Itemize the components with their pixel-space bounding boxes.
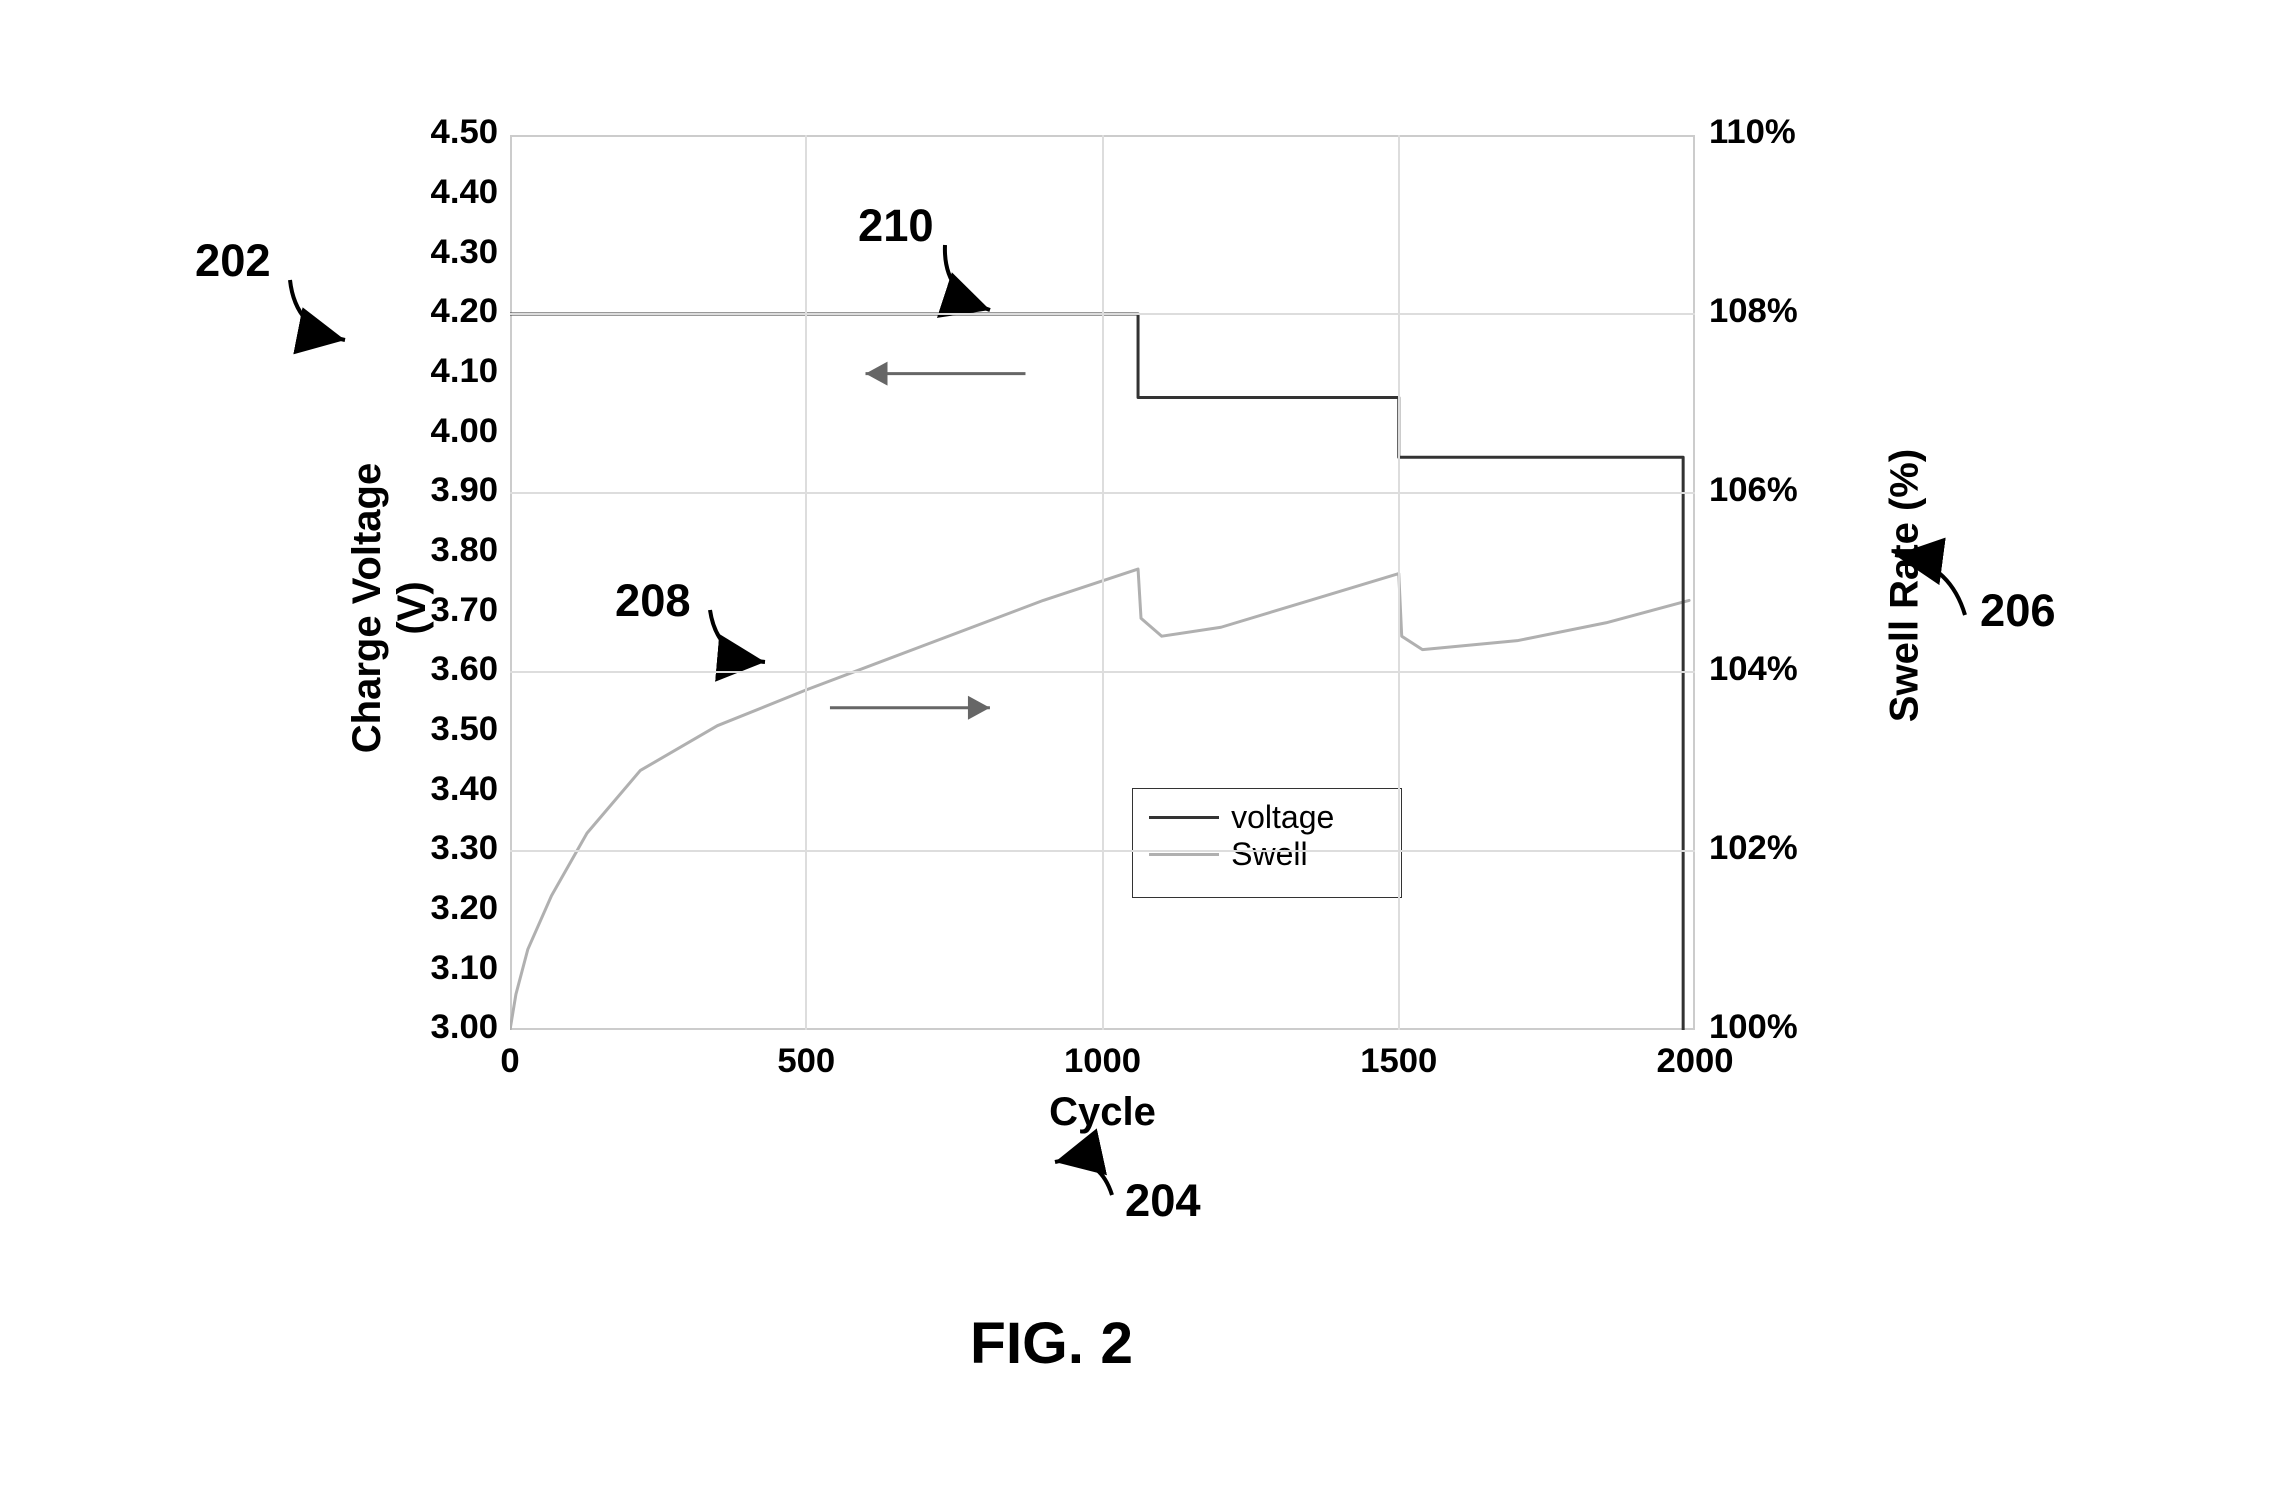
y1-tick-label: 4.50 (431, 113, 498, 152)
reference-label-210: 210 (858, 200, 934, 252)
y1-tick-label: 4.40 (431, 173, 498, 212)
y2-tick-label: 102% (1709, 829, 1798, 868)
x-tick-label: 500 (756, 1042, 856, 1081)
x-tick-label: 1000 (1053, 1042, 1153, 1081)
x-tick-label: 0 (460, 1042, 560, 1081)
y2-tick-label: 104% (1709, 650, 1798, 689)
figure-caption: FIG. 2 (970, 1310, 1133, 1377)
legend-item-voltage: voltage (1149, 799, 1385, 836)
y1-tick-label: 3.30 (431, 829, 498, 868)
y2-tick-label: 110% (1709, 113, 1796, 152)
x-tick-label: 2000 (1645, 1042, 1745, 1081)
y1-tick-label: 4.10 (431, 352, 498, 391)
y1-tick-label: 3.20 (431, 889, 498, 928)
reference-label-208: 208 (615, 575, 691, 627)
chart-legend: voltageSwell (1132, 788, 1402, 898)
legend-swatch (1149, 853, 1219, 856)
reference-label-204: 204 (1125, 1175, 1201, 1227)
y1-tick-label: 3.70 (431, 591, 498, 630)
y1-tick-label: 3.60 (431, 650, 498, 689)
y1-tick-label: 4.20 (431, 292, 498, 331)
y1-tick-label: 3.50 (431, 710, 498, 749)
y1-axis-label: Charge Voltage (V) (345, 458, 435, 758)
y1-tick-label: 4.30 (431, 233, 498, 272)
legend-label: voltage (1231, 799, 1334, 836)
y2-tick-label: 108% (1709, 292, 1798, 331)
y2-axis-label: Swell Rate (%) (1883, 435, 1928, 735)
x-tick-label: 1500 (1349, 1042, 1449, 1081)
y1-tick-label: 3.10 (431, 949, 498, 988)
y1-tick-label: 4.00 (431, 412, 498, 451)
y1-tick-label: 3.80 (431, 531, 498, 570)
legend-item-swell: Swell (1149, 836, 1385, 873)
x-axis-label: Cycle (1003, 1090, 1203, 1135)
legend-swatch (1149, 816, 1219, 819)
y2-tick-label: 106% (1709, 471, 1798, 510)
y1-tick-label: 3.40 (431, 770, 498, 809)
legend-label: Swell (1231, 836, 1307, 873)
reference-label-206: 206 (1980, 585, 2056, 637)
reference-label-202: 202 (195, 235, 271, 287)
y1-tick-label: 3.90 (431, 471, 498, 510)
